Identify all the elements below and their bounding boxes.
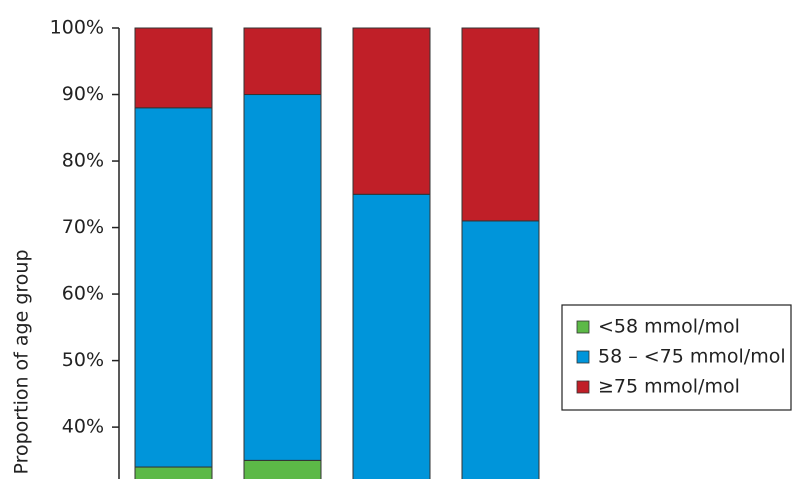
y-tick-label: 60% xyxy=(62,283,104,305)
bar-segment xyxy=(243,27,322,96)
y-tick-label: 70% xyxy=(62,216,104,238)
bar-segment xyxy=(352,27,431,195)
y-tick-label: 40% xyxy=(62,416,104,438)
bar-segment xyxy=(352,193,431,479)
y-tick-label: 90% xyxy=(62,83,104,105)
y-tick-label: 80% xyxy=(62,150,104,172)
legend-label: <58 mmol/mol xyxy=(598,316,740,338)
bar-segment xyxy=(461,27,540,222)
legend-swatch xyxy=(576,320,590,334)
bar-segment xyxy=(461,220,540,479)
bar-segment xyxy=(134,27,213,109)
bar-segment xyxy=(134,466,213,479)
legend-label: ≥75 mmol/mol xyxy=(598,376,740,398)
bar-segment xyxy=(243,94,322,461)
y-tick-label: 50% xyxy=(62,349,104,371)
y-tick-label: 100% xyxy=(50,17,104,39)
legend-swatch xyxy=(576,380,590,394)
bar-segment xyxy=(134,107,213,468)
y-axis-label: Proportion of age group xyxy=(11,249,33,474)
bar-segment xyxy=(243,459,322,479)
legend-swatch xyxy=(576,350,590,364)
legend-label: 58 – <75 mmol/mol xyxy=(598,346,786,368)
legend-box xyxy=(561,304,792,411)
